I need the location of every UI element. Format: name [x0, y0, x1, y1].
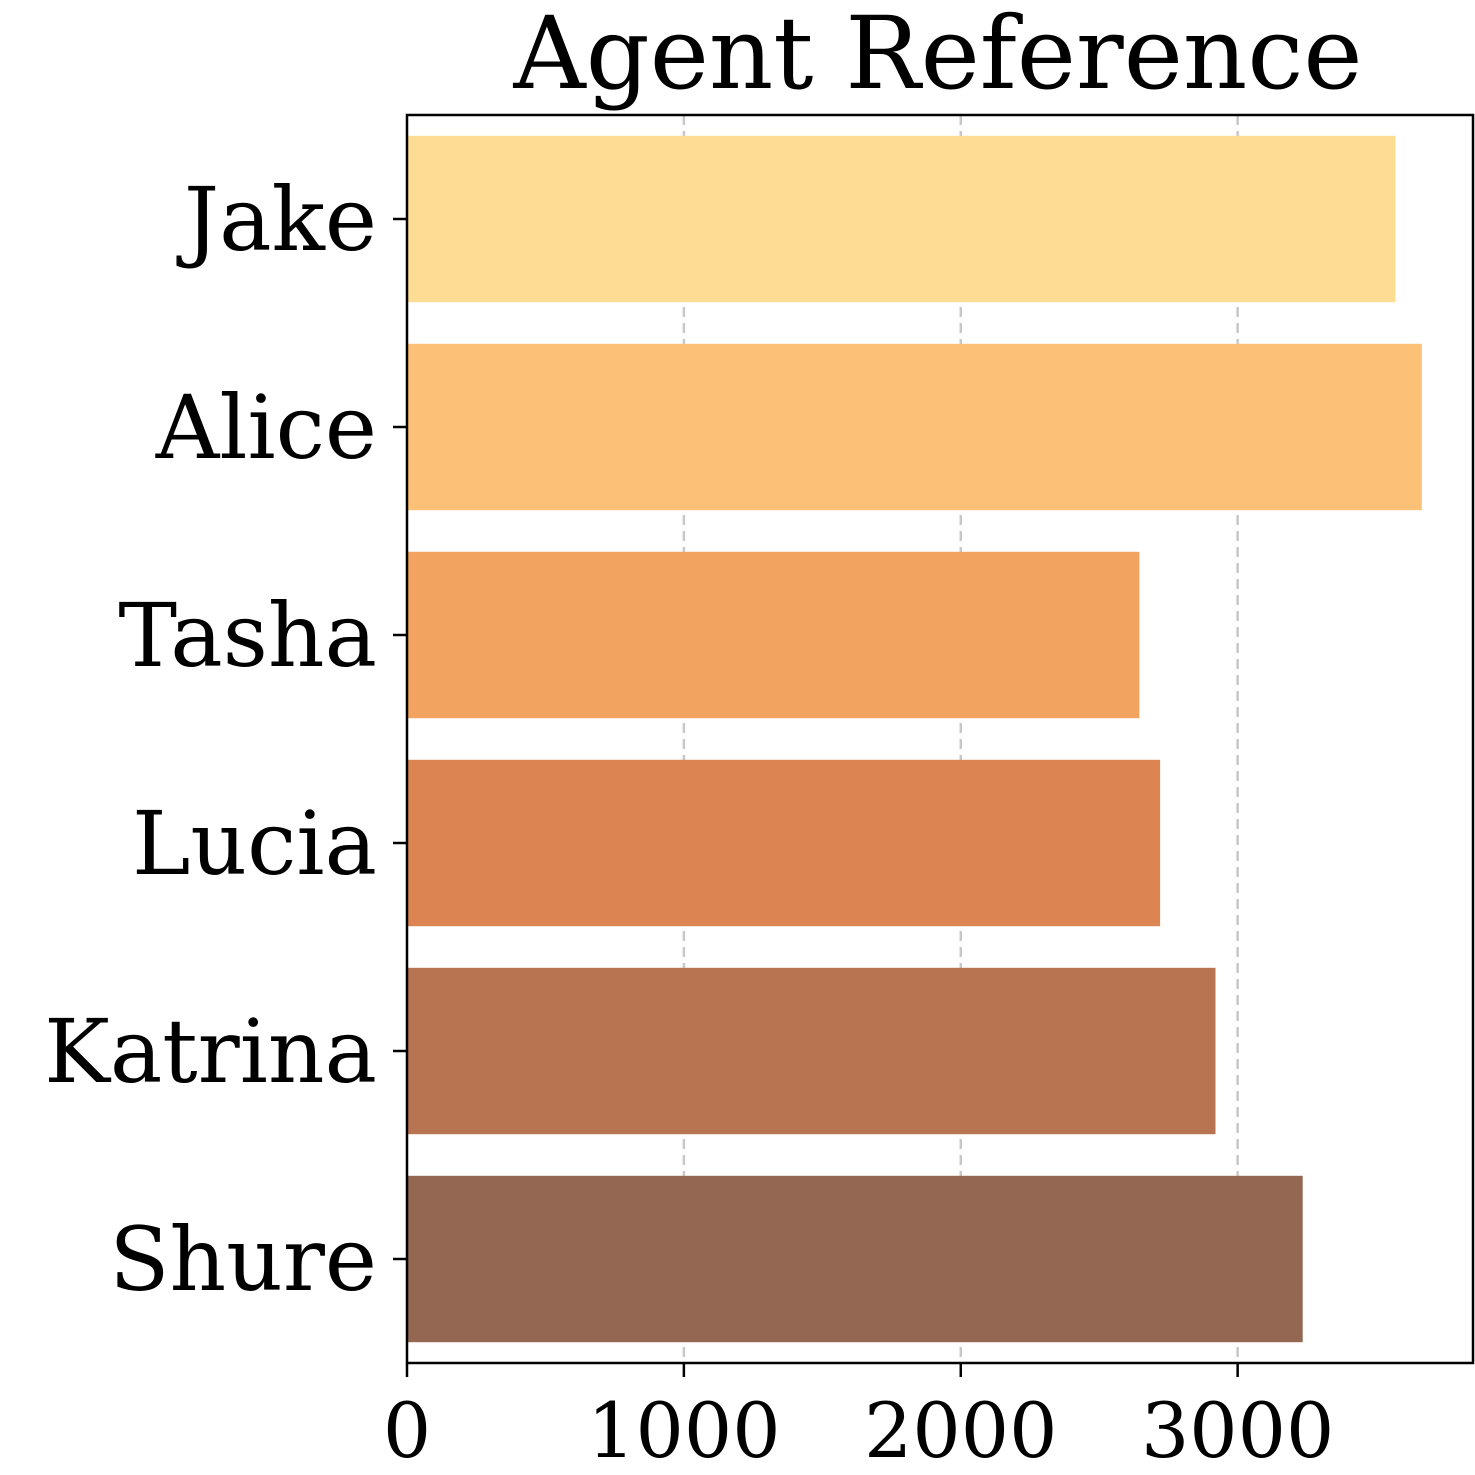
bar-jake — [407, 135, 1396, 303]
x-tick-label: 2000 — [864, 1386, 1057, 1475]
y-tick-label: Alice — [155, 376, 377, 479]
y-tick-label: Tasha — [118, 584, 377, 687]
bar-lucia — [407, 759, 1161, 927]
y-tick-label: Lucia — [132, 792, 377, 895]
bar-alice — [407, 343, 1422, 511]
x-tick-label: 0 — [383, 1386, 431, 1475]
bar-tasha — [407, 551, 1140, 719]
x-tick-label: 1000 — [587, 1386, 780, 1475]
bar-katrina — [407, 967, 1216, 1135]
x-tick-label: 3000 — [1141, 1386, 1334, 1475]
plot-area-frame — [405, 113, 1475, 1365]
bars — [407, 135, 1422, 1343]
x-axis: 0 1000 2000 3000 — [383, 1363, 1334, 1475]
y-axis: Jake Alice Tasha Lucia Katrina Shure — [44, 168, 407, 1311]
y-tick-label: Jake — [176, 168, 377, 271]
y-tick-label: Katrina — [44, 1000, 377, 1103]
chart-title: Agent Reference — [512, 0, 1362, 112]
bar-shure — [407, 1175, 1303, 1343]
gridlines — [682, 115, 1239, 1363]
y-tick-label: Shure — [109, 1208, 377, 1311]
